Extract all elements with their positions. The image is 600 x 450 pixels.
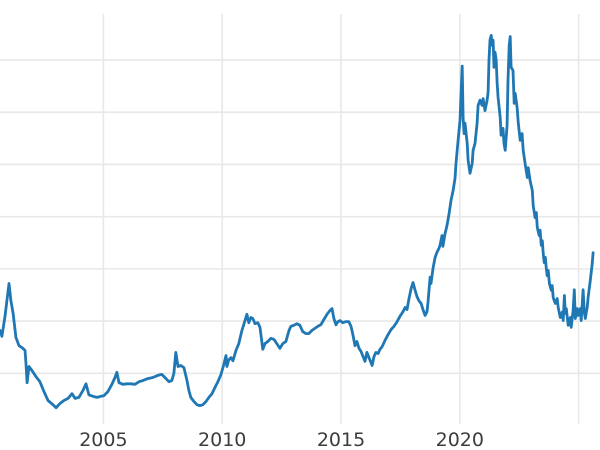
x-tick-label: 2020 — [436, 429, 484, 450]
x-tick-label: 2005 — [79, 429, 127, 450]
x-axis-tick-labels: 2005 2010 2015 2020 — [79, 429, 484, 450]
grid-lines — [0, 14, 600, 424]
x-tick-label: 2015 — [317, 429, 365, 450]
x-tick-label: 2010 — [198, 429, 246, 450]
series-line — [0, 34, 595, 410]
